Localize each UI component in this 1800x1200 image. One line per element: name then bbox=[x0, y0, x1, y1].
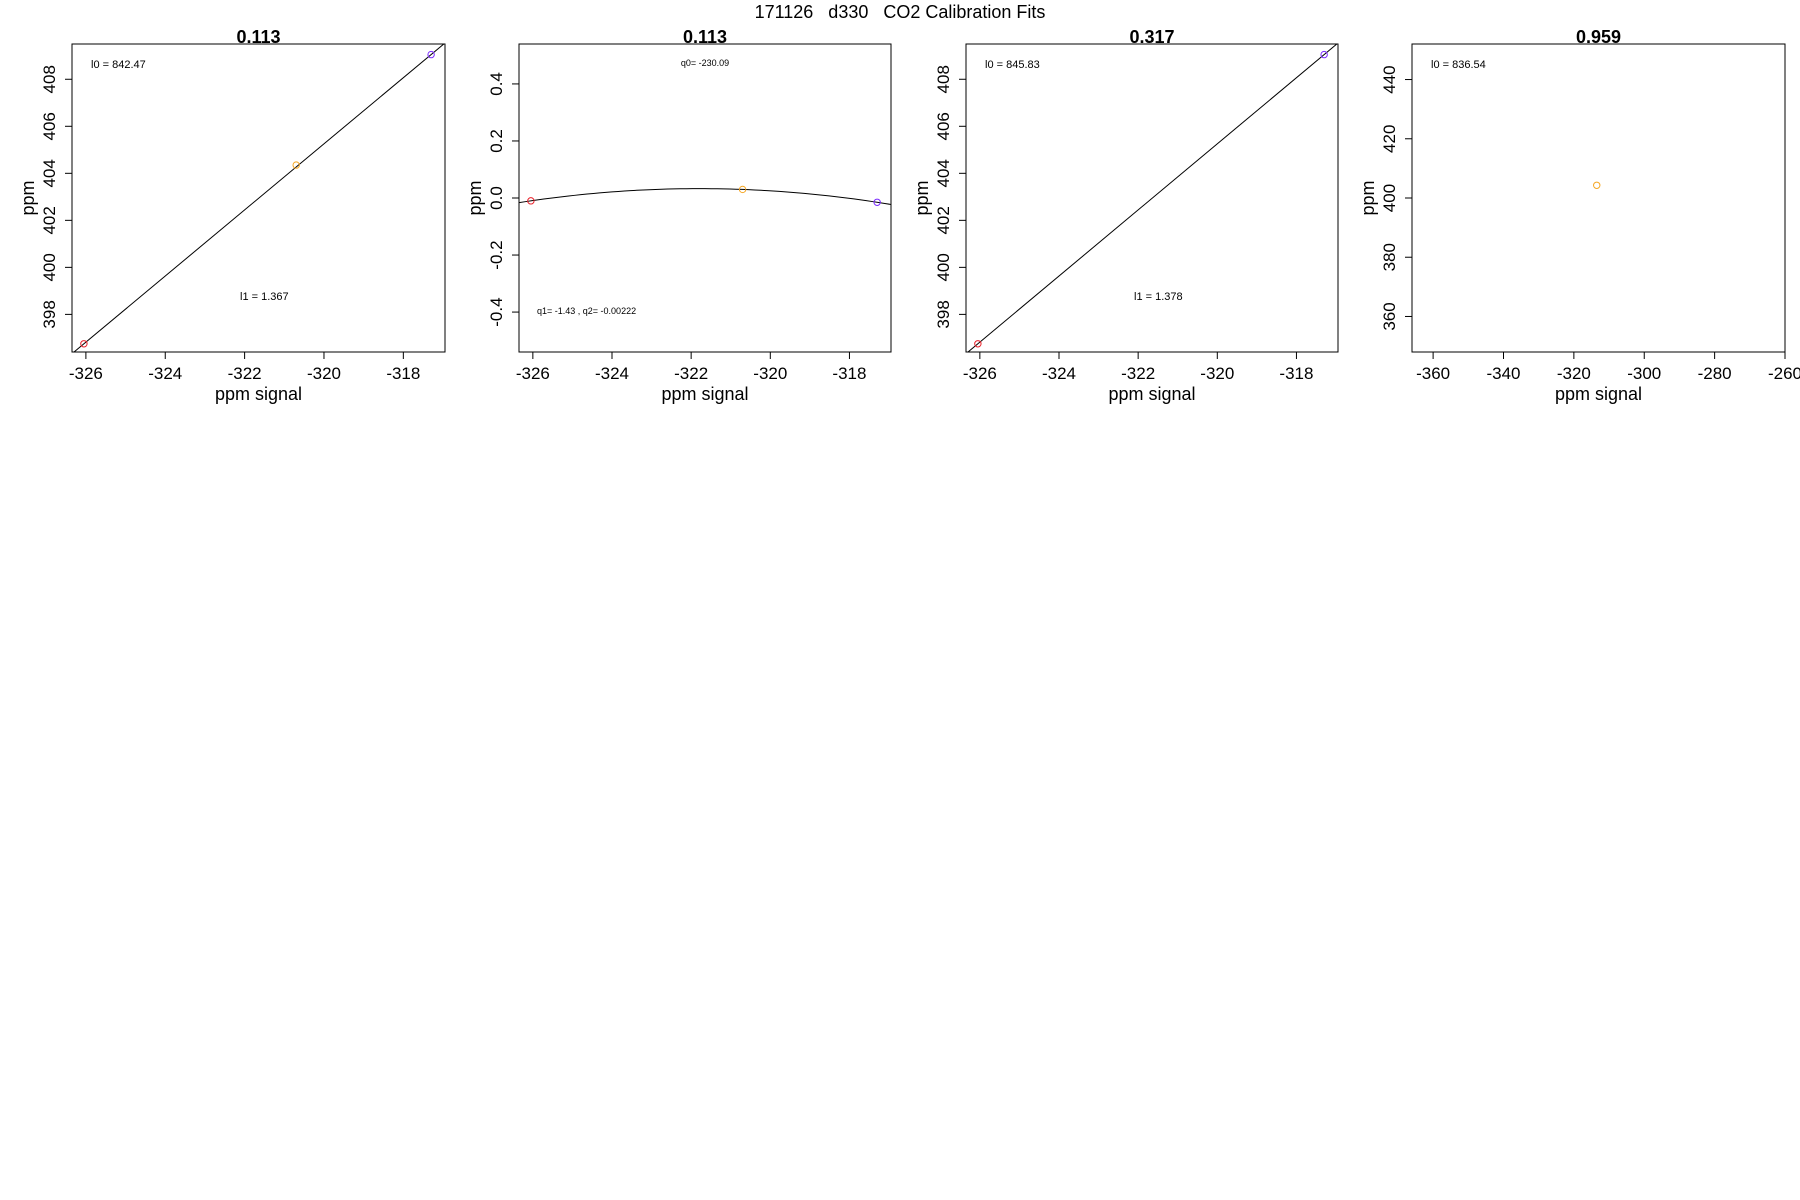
x-tick-label: -320 bbox=[1557, 364, 1591, 383]
y-tick-label: -0.4 bbox=[487, 297, 506, 326]
y-axis-label: ppm bbox=[912, 180, 932, 215]
y-tick-label: 400 bbox=[934, 253, 953, 281]
y-tick-label: 408 bbox=[40, 65, 59, 93]
data-point-purple bbox=[1320, 50, 1328, 59]
x-tick-label: -320 bbox=[307, 364, 341, 383]
fit-line bbox=[519, 188, 891, 205]
data-point-red bbox=[80, 340, 88, 348]
y-tick-label: 406 bbox=[934, 112, 953, 140]
chart-panel-4: 0.959 -360 -340 -320 -300 -280 -260 ppm signal 3… bbox=[1358, 27, 1800, 404]
y-tick-label: 0.2 bbox=[487, 129, 506, 153]
y-tick-label: 398 bbox=[934, 300, 953, 328]
y-tick-label: 402 bbox=[40, 206, 59, 234]
y-tick-label: 398 bbox=[40, 300, 59, 328]
x-tick-label: -280 bbox=[1698, 364, 1732, 383]
panel-title: 0.317 bbox=[1129, 27, 1174, 47]
x-axis-label: ppm signal bbox=[1108, 384, 1195, 404]
x-tick-label: -260 bbox=[1768, 364, 1800, 383]
x-tick-label: -324 bbox=[595, 364, 629, 383]
y-tick-label: 420 bbox=[1380, 125, 1399, 153]
x-axis-label: ppm signal bbox=[661, 384, 748, 404]
y-tick-label: 404 bbox=[934, 159, 953, 187]
y-tick-label: 408 bbox=[934, 65, 953, 93]
fit-coefficient-label: l1 = 1.378 bbox=[1134, 291, 1183, 303]
plot-area bbox=[965, 43, 1339, 353]
fit-coefficient-label: l0 = 836.54 bbox=[1431, 59, 1486, 71]
x-tick-label: -318 bbox=[386, 364, 420, 383]
x-tick-label: -322 bbox=[228, 364, 262, 383]
data-point-orange bbox=[1593, 181, 1601, 189]
panel-title: 0.113 bbox=[683, 27, 727, 47]
x-tick-label: -326 bbox=[516, 364, 550, 383]
data-point-orange bbox=[738, 185, 747, 194]
x-tick-label: -320 bbox=[753, 364, 787, 383]
y-axis-label: ppm bbox=[465, 180, 485, 215]
page-title: 171126 d330 CO2 Calibration Fits bbox=[755, 2, 1046, 22]
fit-coefficient-label: l0 = 845.83 bbox=[985, 59, 1040, 71]
panel-title: 0.959 bbox=[1576, 27, 1621, 47]
data-point-red bbox=[974, 340, 982, 348]
chart-panel-2: 0.113 -326 -324 -322 -320 -318 ppm signal -0.4 -… bbox=[465, 27, 892, 404]
y-tick-label: 440 bbox=[1380, 65, 1399, 93]
x-tick-label: -326 bbox=[69, 364, 103, 383]
y-tick-label: 400 bbox=[1380, 184, 1399, 212]
x-tick-label: -300 bbox=[1627, 364, 1661, 383]
fit-line bbox=[73, 44, 445, 352]
y-tick-label: 400 bbox=[40, 253, 59, 281]
y-tick-label: 0.4 bbox=[487, 72, 506, 96]
plot-area bbox=[1411, 43, 1786, 353]
chart-panel-3: 0.317 -326 -324 -322 -320 -318 ppm signal 398 40… bbox=[912, 27, 1339, 404]
data-point-purple bbox=[873, 198, 881, 206]
data-point-red bbox=[527, 197, 535, 205]
fit-coefficient-label: l0 = 842.47 bbox=[91, 59, 146, 71]
x-tick-label: -322 bbox=[674, 364, 708, 383]
data-point-orange bbox=[292, 161, 300, 169]
y-tick-label: 360 bbox=[1380, 302, 1399, 330]
fit-coefficient-label: q0= -230.09 bbox=[681, 58, 729, 68]
y-tick-label: 404 bbox=[40, 159, 59, 187]
y-tick-label: 406 bbox=[40, 112, 59, 140]
x-tick-label: -320 bbox=[1200, 364, 1234, 383]
y-tick-label: 0.0 bbox=[487, 186, 506, 210]
chart-panel-1: 0.113 -326 -324 -322 -320 -318 ppm signal 398 40… bbox=[18, 27, 446, 404]
x-tick-label: -324 bbox=[1042, 364, 1076, 383]
y-tick-label: 380 bbox=[1380, 243, 1399, 271]
data-point-purple bbox=[427, 50, 435, 59]
y-axis-label: ppm bbox=[18, 180, 38, 215]
y-tick-label: -0.2 bbox=[487, 240, 506, 269]
x-tick-label: -318 bbox=[832, 364, 866, 383]
x-tick-label: -326 bbox=[963, 364, 997, 383]
x-tick-label: -324 bbox=[148, 364, 182, 383]
fit-line bbox=[967, 44, 1338, 352]
x-tick-label: -360 bbox=[1416, 364, 1450, 383]
x-axis-label: ppm signal bbox=[1555, 384, 1642, 404]
y-axis-label: ppm bbox=[1358, 180, 1378, 215]
x-axis-label: ppm signal bbox=[215, 384, 302, 404]
fit-coefficient-label: l1 = 1.367 bbox=[240, 291, 289, 303]
x-tick-label: -322 bbox=[1121, 364, 1155, 383]
y-tick-label: 402 bbox=[934, 206, 953, 234]
x-tick-label: -340 bbox=[1486, 364, 1520, 383]
panel-title: 0.113 bbox=[236, 27, 280, 47]
plot-area bbox=[71, 43, 446, 353]
x-tick-label: -318 bbox=[1279, 364, 1313, 383]
fit-coefficient-label: q1= -1.43 , q2= -0.00222 bbox=[537, 306, 636, 316]
